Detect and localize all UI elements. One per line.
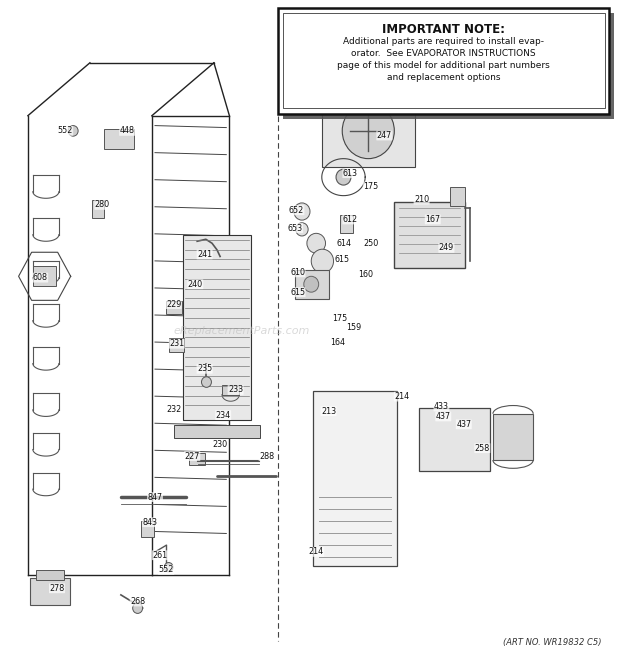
Text: Additional parts are required to install evap-
orator.  See EVAPORATOR INSTRUCTI: Additional parts are required to install… — [337, 37, 550, 82]
Text: 247: 247 — [377, 131, 392, 140]
Bar — [222, 385, 239, 395]
Text: (ART NO. WR19832 C5): (ART NO. WR19832 C5) — [503, 638, 601, 647]
Circle shape — [296, 223, 308, 236]
Text: 214: 214 — [309, 547, 324, 557]
Text: 234: 234 — [216, 410, 231, 420]
Bar — [36, 570, 64, 580]
Circle shape — [307, 233, 326, 253]
Text: 448: 448 — [120, 126, 135, 136]
Bar — [450, 187, 465, 206]
Text: 229: 229 — [166, 299, 181, 309]
Text: 288: 288 — [259, 451, 274, 461]
Text: 213: 213 — [321, 407, 336, 416]
Text: 240: 240 — [188, 280, 203, 289]
Bar — [340, 215, 353, 233]
Bar — [30, 578, 70, 605]
Circle shape — [294, 203, 310, 220]
Text: 249: 249 — [439, 243, 454, 253]
Text: 278: 278 — [50, 584, 64, 593]
Text: 280: 280 — [95, 200, 110, 210]
Text: 175: 175 — [332, 314, 347, 323]
Bar — [174, 425, 260, 438]
Text: 612: 612 — [343, 215, 358, 224]
Bar — [189, 453, 205, 465]
Text: 613: 613 — [343, 169, 358, 178]
Circle shape — [164, 563, 173, 572]
Text: 261: 261 — [153, 551, 167, 560]
Circle shape — [311, 249, 334, 273]
Bar — [394, 202, 465, 268]
Text: 433: 433 — [434, 402, 449, 411]
Text: 227: 227 — [185, 451, 200, 461]
Text: 653: 653 — [288, 223, 303, 233]
Text: 159: 159 — [346, 323, 361, 332]
Text: 230: 230 — [213, 440, 228, 449]
Text: 233: 233 — [228, 385, 243, 395]
Bar — [313, 391, 397, 566]
Text: 610: 610 — [290, 268, 305, 277]
Bar — [294, 270, 329, 299]
Circle shape — [133, 603, 143, 613]
Text: 552: 552 — [159, 565, 174, 574]
Text: 437: 437 — [436, 412, 451, 421]
Text: 615: 615 — [290, 288, 305, 297]
Text: 160: 160 — [358, 270, 373, 279]
Bar — [283, 13, 614, 119]
Text: 843: 843 — [143, 518, 157, 527]
Text: 214: 214 — [394, 392, 409, 401]
Text: 608: 608 — [33, 273, 48, 282]
Text: 258: 258 — [475, 444, 490, 453]
Text: 241: 241 — [197, 250, 212, 259]
Text: 847: 847 — [148, 492, 162, 502]
Text: eReplacementParts.com: eReplacementParts.com — [174, 325, 310, 336]
Bar — [169, 338, 184, 352]
Bar — [418, 408, 490, 471]
Text: 167: 167 — [425, 215, 440, 224]
Text: 614: 614 — [337, 239, 352, 248]
Bar — [283, 13, 604, 108]
Text: 437: 437 — [456, 420, 471, 429]
Circle shape — [336, 169, 351, 185]
Bar — [322, 95, 415, 167]
Circle shape — [68, 126, 78, 136]
Text: 164: 164 — [330, 338, 345, 347]
Text: 210: 210 — [414, 195, 429, 204]
Bar — [183, 235, 251, 420]
Bar — [278, 8, 609, 114]
Bar — [141, 521, 154, 537]
Text: IMPORTANT NOTE:: IMPORTANT NOTE: — [382, 22, 505, 36]
Circle shape — [202, 377, 211, 387]
Bar — [33, 266, 56, 286]
Text: 232: 232 — [166, 405, 181, 414]
Circle shape — [342, 103, 394, 159]
Bar — [104, 129, 134, 149]
Bar — [493, 414, 533, 460]
Text: 250: 250 — [363, 239, 378, 248]
Circle shape — [304, 276, 319, 292]
Text: 268: 268 — [130, 597, 145, 606]
Text: 235: 235 — [197, 364, 212, 373]
Bar — [166, 301, 182, 314]
Text: 652: 652 — [289, 206, 304, 215]
Text: 231: 231 — [169, 339, 184, 348]
Text: 615: 615 — [335, 254, 350, 264]
Bar — [92, 200, 104, 218]
Text: 175: 175 — [363, 182, 378, 191]
Text: 552: 552 — [58, 126, 73, 136]
